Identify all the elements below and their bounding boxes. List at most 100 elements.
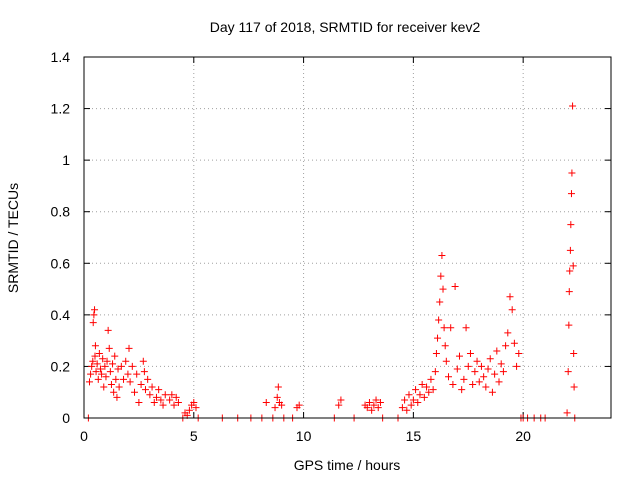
data-point bbox=[423, 383, 431, 391]
data-point bbox=[486, 355, 494, 363]
data-point bbox=[567, 190, 575, 198]
data-point bbox=[128, 362, 136, 370]
data-point bbox=[565, 288, 573, 296]
data-point bbox=[107, 380, 115, 388]
data-point bbox=[109, 360, 117, 368]
data-point bbox=[92, 368, 100, 376]
x-tick-label: 5 bbox=[190, 428, 198, 444]
data-point bbox=[111, 352, 119, 360]
y-tick-label: 0 bbox=[62, 410, 70, 426]
data-point bbox=[273, 393, 281, 401]
data-point bbox=[569, 262, 577, 270]
data-point bbox=[447, 324, 455, 332]
data-point bbox=[464, 362, 472, 370]
data-point bbox=[125, 344, 133, 352]
data-point bbox=[101, 362, 109, 370]
data-point bbox=[510, 339, 518, 347]
data-point bbox=[271, 404, 279, 412]
data-point bbox=[133, 370, 141, 378]
data-point bbox=[431, 368, 439, 376]
data-point bbox=[106, 368, 114, 376]
data-point bbox=[493, 347, 501, 355]
data-point bbox=[414, 399, 422, 407]
data-point bbox=[117, 362, 125, 370]
data-point bbox=[405, 391, 413, 399]
data-point bbox=[372, 396, 380, 404]
data-point bbox=[508, 306, 516, 314]
data-point bbox=[438, 252, 446, 260]
data-point bbox=[95, 350, 103, 358]
data-point bbox=[515, 350, 523, 358]
data-point bbox=[418, 380, 426, 388]
data-point bbox=[126, 378, 134, 386]
data-point bbox=[376, 399, 384, 407]
data-point bbox=[407, 401, 415, 409]
data-point bbox=[91, 306, 99, 314]
data-point bbox=[434, 334, 442, 342]
data-point bbox=[374, 404, 382, 412]
data-point bbox=[429, 386, 437, 394]
data-point bbox=[139, 357, 147, 365]
data-point bbox=[435, 316, 443, 324]
data-point bbox=[157, 396, 165, 404]
x-axis-label: GPS time / hours bbox=[294, 457, 401, 473]
data-point bbox=[146, 391, 154, 399]
data-point bbox=[124, 370, 132, 378]
data-point bbox=[365, 399, 373, 407]
x-tick-label: 10 bbox=[296, 428, 312, 444]
data-point bbox=[569, 102, 577, 110]
data-point bbox=[185, 406, 193, 414]
x-tick-label: 0 bbox=[80, 428, 88, 444]
data-point bbox=[502, 342, 510, 350]
data-point bbox=[104, 326, 112, 334]
data-point bbox=[91, 342, 99, 350]
data-point bbox=[170, 401, 178, 409]
data-point bbox=[482, 383, 490, 391]
data-point bbox=[155, 386, 163, 394]
x-tick-label: 20 bbox=[515, 428, 531, 444]
data-point bbox=[477, 362, 485, 370]
grid-layer bbox=[84, 57, 611, 418]
data-point bbox=[416, 391, 424, 399]
data-point bbox=[488, 388, 496, 396]
data-point bbox=[96, 365, 104, 373]
data-point bbox=[120, 375, 128, 383]
data-point bbox=[449, 380, 457, 388]
data-point bbox=[409, 396, 417, 404]
data-point bbox=[278, 401, 286, 409]
data-point bbox=[564, 368, 572, 376]
data-point bbox=[137, 380, 145, 388]
data-point bbox=[295, 401, 303, 409]
data-point bbox=[462, 324, 470, 332]
data-point bbox=[412, 386, 420, 394]
data-point bbox=[401, 396, 409, 404]
data-point bbox=[90, 311, 98, 319]
data-point bbox=[85, 378, 93, 386]
data-point bbox=[368, 406, 376, 414]
data-point bbox=[437, 272, 445, 280]
data-point bbox=[495, 378, 503, 386]
y-tick-label: 1.4 bbox=[51, 49, 71, 65]
data-point bbox=[568, 169, 576, 177]
data-point bbox=[148, 383, 156, 391]
data-point bbox=[455, 352, 463, 360]
data-point bbox=[566, 267, 574, 275]
y-tick-label: 0.2 bbox=[51, 358, 71, 374]
data-point bbox=[93, 360, 101, 368]
data-point bbox=[135, 399, 143, 407]
data-point bbox=[150, 399, 158, 407]
data-point bbox=[105, 344, 113, 352]
data-point bbox=[513, 362, 521, 370]
data-point bbox=[363, 404, 371, 412]
data-point bbox=[497, 360, 505, 368]
data-points bbox=[84, 102, 579, 422]
chart-title: Day 117 of 2018, SRMTID for receiver kev… bbox=[210, 19, 481, 35]
data-point bbox=[427, 375, 435, 383]
data-point bbox=[174, 399, 182, 407]
data-point bbox=[425, 388, 433, 396]
data-point bbox=[102, 373, 110, 381]
y-tick-label: 1.2 bbox=[51, 101, 71, 117]
data-point bbox=[453, 365, 461, 373]
data-point bbox=[441, 342, 449, 350]
